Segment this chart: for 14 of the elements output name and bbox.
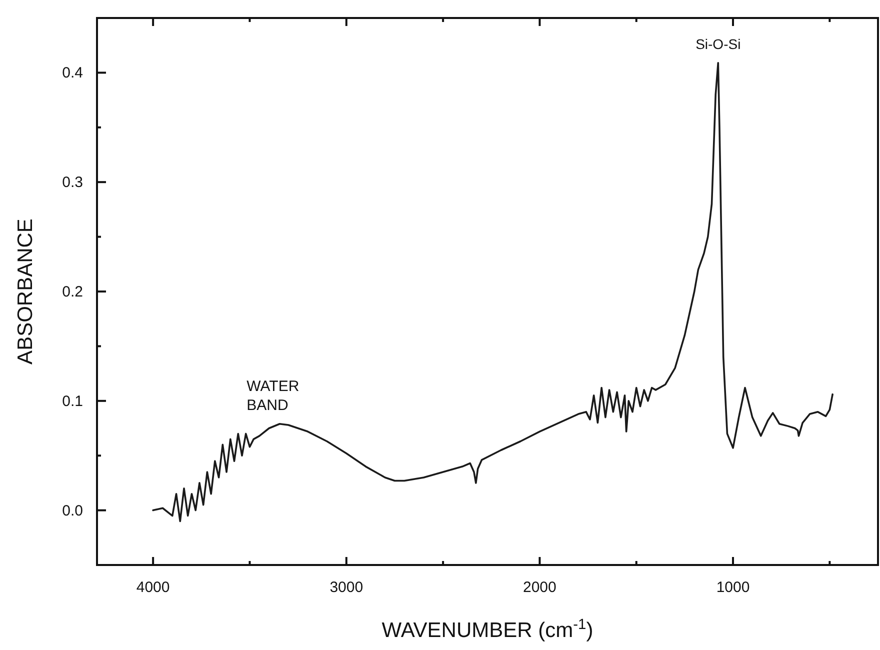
- y-tick-label: 0.2: [62, 284, 83, 300]
- x-tick-label: 1000: [716, 579, 750, 596]
- x-tick-label: 2000: [523, 579, 556, 596]
- y-tick-label: 0.4: [62, 64, 83, 82]
- line-series: [152, 62, 834, 522]
- y-tick-label: 0.1: [62, 392, 83, 410]
- x-axis-title: WAVENUMBER (cm$^{-1}$): [382, 617, 594, 642]
- y-tick-label: 0.0: [62, 502, 83, 520]
- x-tick-label: 4000: [136, 579, 170, 596]
- y-tick-label: 0.3: [62, 174, 83, 192]
- annotation: Si-O-Si: [696, 36, 741, 52]
- x-tick-label: 3000: [330, 579, 364, 596]
- annotation: WATER BAND: [246, 378, 300, 414]
- y-axis-title: ABSORBANCE: [14, 218, 37, 364]
